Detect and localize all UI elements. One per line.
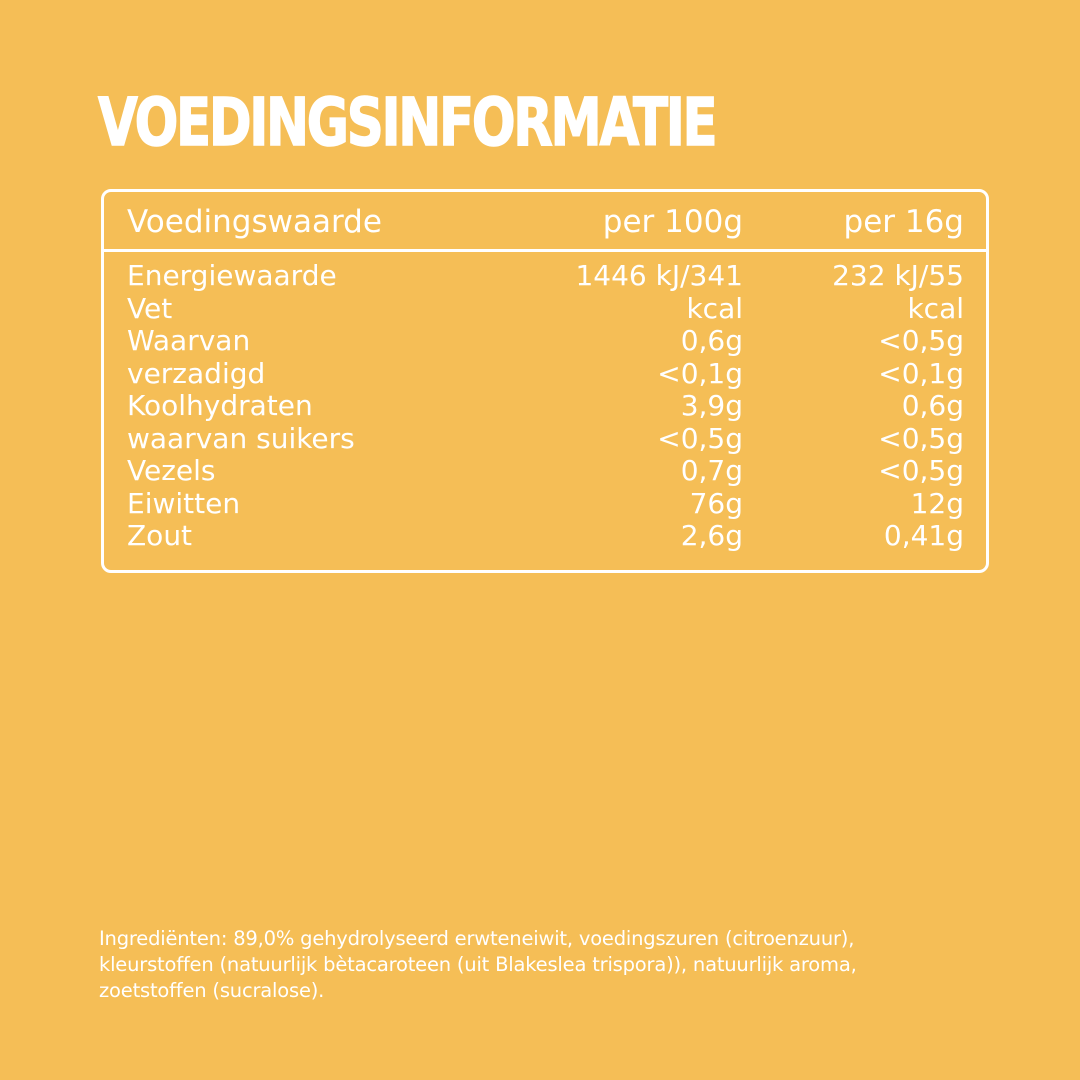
- header-label: Voedingswaarde: [127, 204, 382, 240]
- ingredients-text: Ingrediënten: 89,0% gehydrolyseerd erwte…: [99, 926, 999, 1004]
- row-label: verzadigd: [127, 356, 266, 390]
- table-row: waarvan suikers <0,5g <0,5g: [104, 421, 986, 456]
- row-per-100g: 0,7g: [680, 454, 743, 487]
- header-per-portion: per 16g: [843, 204, 964, 240]
- row-label: waarvan suikers: [127, 421, 355, 455]
- row-label: Energiewaarde: [127, 259, 337, 292]
- table-row: Energiewaarde 1446 kJ/341 232 kJ/55: [104, 259, 986, 293]
- table-row: Vet kcal kcal: [104, 291, 986, 326]
- row-label: Eiwitten: [127, 486, 241, 520]
- table-body: Energiewaarde 1446 kJ/341 232 kJ/55 Vet …: [104, 259, 986, 553]
- row-per-portion: 0,6g: [901, 389, 964, 422]
- row-label: Zout: [127, 519, 193, 552]
- table-row: Waarvan 0,6g <0,5g: [104, 324, 986, 358]
- row-per-portion: <0,1g: [878, 356, 964, 390]
- row-label: Vezels: [127, 454, 216, 487]
- table-row: verzadigd <0,1g <0,1g: [104, 356, 986, 391]
- row-per-100g: <0,1g: [657, 356, 743, 390]
- ingredients-line: zoetstoffen (sucralose).: [99, 979, 325, 1002]
- row-per-portion: <0,5g: [878, 454, 964, 487]
- row-label: Waarvan: [127, 324, 251, 357]
- row-label: Koolhydraten: [127, 389, 313, 422]
- table-row: Koolhydraten 3,9g 0,6g: [104, 389, 986, 423]
- row-per-portion: <0,5g: [878, 324, 964, 357]
- page-title: VOEDINGSINFORMATIE: [97, 84, 718, 161]
- table-row: Eiwitten 76g 12g: [104, 486, 986, 521]
- row-per-portion: 0,41g: [883, 519, 964, 552]
- table-header: Voedingswaarde per 100g per 16g: [104, 192, 986, 252]
- nutrition-table: Voedingswaarde per 100g per 16g Energiew…: [101, 189, 989, 573]
- row-label: Vet: [127, 291, 173, 325]
- ingredients-line: Ingrediënten: 89,0% gehydrolyseerd erwte…: [99, 927, 855, 950]
- row-per-portion: 12g: [910, 486, 964, 520]
- row-per-100g: 3,9g: [680, 389, 743, 422]
- row-per-100g: <0,5g: [657, 421, 743, 455]
- row-per-100g: 1446 kJ/341: [575, 259, 743, 292]
- row-per-portion: kcal: [907, 291, 964, 325]
- row-per-100g: 0,6g: [680, 324, 743, 357]
- table-row: Zout 2,6g 0,41g: [104, 519, 986, 553]
- row-per-portion: 232 kJ/55: [832, 259, 964, 292]
- row-per-100g: 76g: [689, 486, 743, 520]
- row-per-portion: <0,5g: [878, 421, 964, 455]
- table-row: Vezels 0,7g <0,5g: [104, 454, 986, 488]
- row-per-100g: kcal: [686, 291, 743, 325]
- row-per-100g: 2,6g: [680, 519, 743, 552]
- header-per-100g: per 100g: [602, 204, 743, 240]
- ingredients-line: kleurstoffen (natuurlijk bètacaroteen (u…: [99, 953, 857, 976]
